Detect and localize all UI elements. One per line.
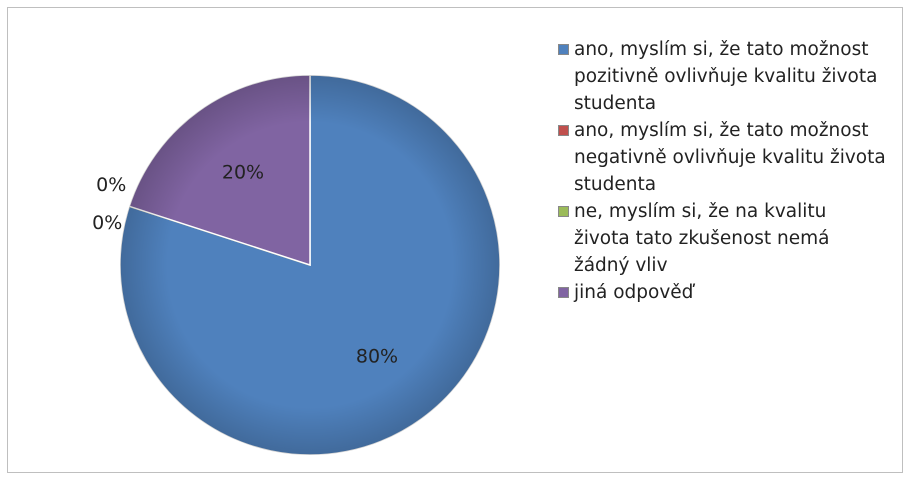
legend-swatch bbox=[558, 125, 569, 136]
legend-label: ano, myslím si, že tato možnost negativn… bbox=[574, 120, 886, 195]
legend-entry: jiná odpověď bbox=[556, 279, 886, 306]
data-label: 0% bbox=[92, 212, 122, 234]
legend-entry: ano, myslím si, že tato možnost pozitivn… bbox=[556, 36, 886, 117]
legend: ano, myslím si, že tato možnost pozitivn… bbox=[556, 36, 886, 306]
data-label: 80% bbox=[356, 346, 398, 368]
data-label: 0% bbox=[96, 174, 126, 196]
chart-frame bbox=[7, 7, 903, 473]
legend-swatch bbox=[558, 206, 569, 217]
legend-entry: ne, myslím si, že na kvalitu života tato… bbox=[556, 198, 886, 279]
data-label: 20% bbox=[222, 161, 264, 183]
legend-label: jiná odpověď bbox=[574, 282, 694, 303]
legend-swatch bbox=[558, 287, 569, 298]
legend-label: ne, myslím si, že na kvalitu života tato… bbox=[574, 201, 830, 276]
legend-label: ano, myslím si, že tato možnost pozitivn… bbox=[574, 39, 878, 114]
legend-entry: ano, myslím si, že tato možnost negativn… bbox=[556, 117, 886, 198]
legend-swatch bbox=[558, 44, 569, 55]
